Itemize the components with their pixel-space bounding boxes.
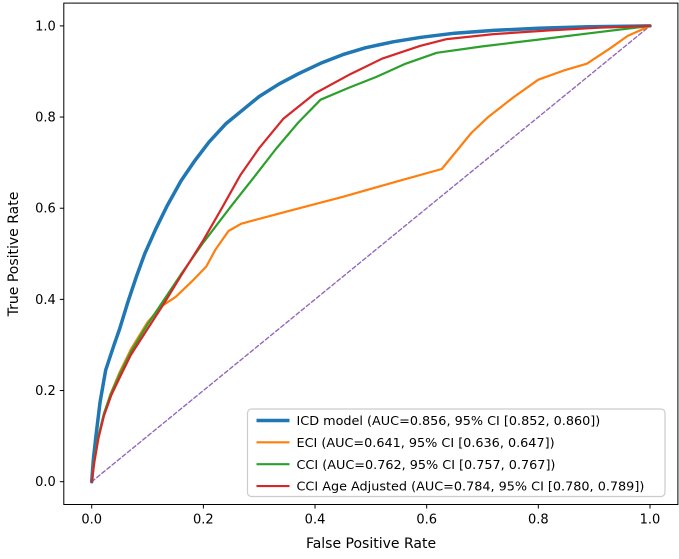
y-tick-label: 0.6 [35,202,56,217]
roc-curve-icd-model [89,24,652,484]
legend-label-eci: ECI (AUC=0.641, 95% CI [0.636, 0.647]) [297,436,555,451]
legend-label-cci-age-adjusted: CCI Age Adjusted (AUC=0.784, 95% CI [0.7… [297,480,645,495]
x-tick-label: 0.4 [305,513,326,528]
x-tick-label: 1.0 [640,513,661,528]
x-axis-label: False Positive Rate [306,536,436,552]
legend-layer: ICD model (AUC=0.856, 95% CI [0.852, 0.8… [246,408,666,498]
legend-label-icd-model: ICD model (AUC=0.856, 95% CI [0.852, 0.8… [297,414,601,429]
axes-spines [63,2,679,505]
x-tick-label: 0.6 [416,513,437,528]
legend-box [246,408,666,498]
y-tick-label: 1.0 [35,19,56,34]
series-layer [89,24,652,484]
legend-label-cci: CCI (AUC=0.762, 95% CI [0.757, 0.767]) [297,458,556,473]
y-tick-label: 0.4 [35,293,56,308]
roc-curve-chance-diagonal [90,25,651,483]
x-tick-label: 0.8 [528,513,549,528]
x-tick-label: 0.0 [81,513,102,528]
y-tick-label: 0.2 [35,384,56,399]
y-axis-label: True Positive Rate [6,192,22,318]
axes-layer: 0.0 0.2 0.4 0.6 0.8 1.0 0.0 0.2 0.4 0.6 0.8 1.0 [35,2,679,528]
y-tick-label: 0.0 [35,475,56,490]
x-tick-label: 0.2 [193,513,214,528]
y-tick-label: 0.8 [35,111,56,126]
roc-curve-cci-age-adjusted [90,24,652,483]
